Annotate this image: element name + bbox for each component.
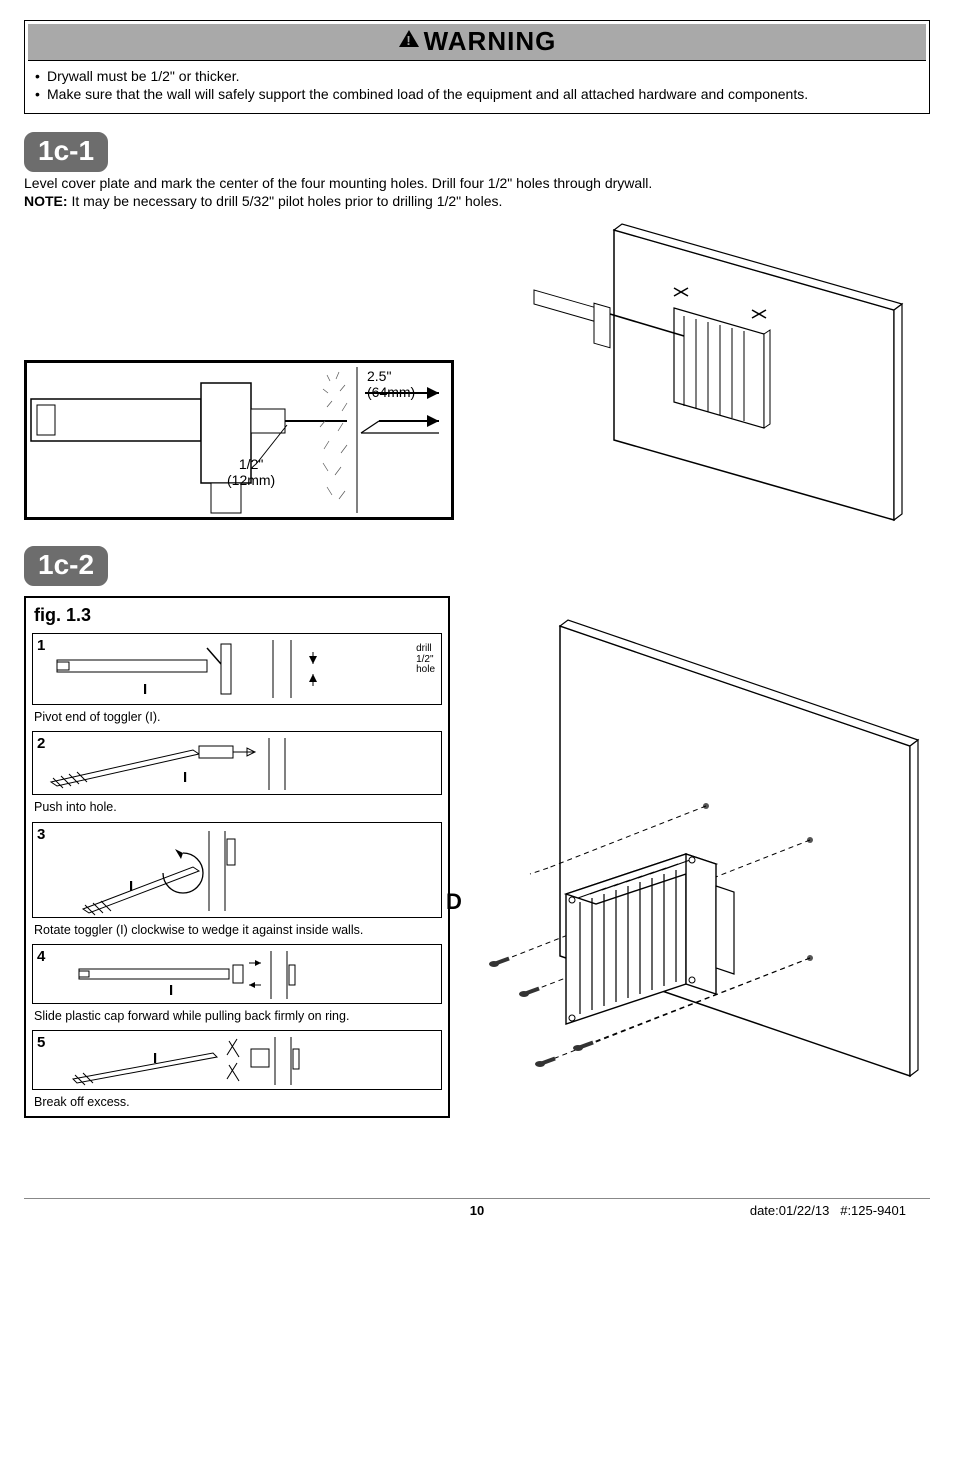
fig13-cell-1: 1 I drill 1/2" hole xyxy=(32,633,442,705)
step-1c1: 1c-1 Level cover plate and mark the cent… xyxy=(24,132,930,210)
warning-box: ! WARNING •Drywall must be 1/2" or thick… xyxy=(24,20,930,114)
step-1c1-text: Level cover plate and mark the center of… xyxy=(24,175,652,191)
warning-body: •Drywall must be 1/2" or thicker. •Make … xyxy=(25,67,929,103)
fig13-caption-5: Break off excess. xyxy=(26,1092,448,1116)
drill-bit-label: 1/2"(12mm) xyxy=(227,457,275,488)
step-1c2: 1c-2 xyxy=(24,546,930,586)
warning-header: ! WARNING xyxy=(28,24,926,61)
page-footer: 10 date:01/22/13 #:125-9401 xyxy=(24,1198,930,1220)
step-1c1-badge: 1c-1 xyxy=(24,132,108,172)
wall-drill-illustration xyxy=(474,220,914,540)
step-1c1-note-label: NOTE: xyxy=(24,193,68,209)
row-1c2: fig. 1.3 1 I drill 1/2" hole xyxy=(24,596,930,1196)
fig13-caption-2: Push into hole. xyxy=(26,797,448,819)
assembly-exploded-illustration xyxy=(470,596,930,1196)
fig13-cell-2: 2 I xyxy=(32,731,442,795)
row-1c1: 2.5"(64mm) 1/2"(12mm) xyxy=(24,220,930,540)
step-1c2-badge: 1c-2 xyxy=(24,546,108,586)
warning-bullet-1: Drywall must be 1/2" or thicker. xyxy=(47,67,239,85)
assembly-part-d-label: D xyxy=(446,888,462,917)
fig13-cell-3: 3 I xyxy=(32,822,442,918)
fig13-caption-4: Slide plastic cap forward while pulling … xyxy=(26,1006,448,1028)
footer-meta: date:01/22/13 #:125-9401 xyxy=(750,1203,906,1220)
drill-panel: 2.5"(64mm) 1/2"(12mm) xyxy=(24,360,454,520)
warning-bullet-2: Make sure that the wall will safely supp… xyxy=(47,85,808,103)
fig13-cell-4: 4 I xyxy=(32,944,442,1004)
fig-1-3-box: fig. 1.3 1 I drill 1/2" hole xyxy=(24,596,450,1119)
fig-1-3-title: fig. 1.3 xyxy=(26,602,448,631)
fig13-caption-3: Rotate toggler (I) clockwise to wedge it… xyxy=(26,920,448,942)
warning-triangle-icon: ! xyxy=(398,29,420,48)
fig13-caption-1: Pivot end of toggler (I). xyxy=(26,707,448,729)
step-1c1-note-text: It may be necessary to drill 5/32" pilot… xyxy=(71,193,502,209)
drill-depth-label: 2.5"(64mm) xyxy=(367,369,415,400)
svg-text:!: ! xyxy=(406,33,411,48)
warning-title: WARNING xyxy=(424,26,557,56)
fig13-cell1-note: drill 1/2" hole xyxy=(416,644,435,676)
fig13-cell-5: 5 I xyxy=(32,1030,442,1090)
